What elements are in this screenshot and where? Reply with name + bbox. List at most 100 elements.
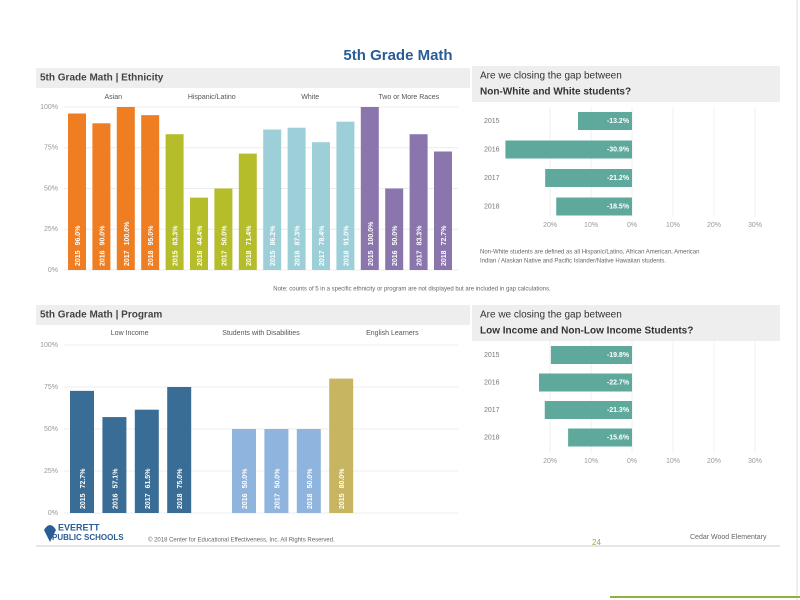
note: Indian / Alaskan Native and Pacific Isla… <box>480 259 666 265</box>
bar-label: 2018 50.0% <box>307 468 314 509</box>
bar-year: 2015 <box>172 250 179 266</box>
bar-label: 2015 72.7% <box>80 468 87 509</box>
bar-label: -22.7% <box>607 379 630 386</box>
bar-label: 2015 83.3% <box>172 225 179 266</box>
bar-label: -21.2% <box>607 175 630 182</box>
bar-year: 2018 <box>148 250 155 266</box>
bar-value: 50.0% <box>221 225 228 246</box>
bar <box>264 429 289 513</box>
bar-year: 2015 <box>75 250 82 266</box>
bar <box>296 429 321 513</box>
bar <box>167 387 192 513</box>
bar-year: 2016 <box>294 250 301 266</box>
bar-value: 83.3% <box>172 225 179 246</box>
bar-value: 78.4% <box>319 225 326 246</box>
x-tick-label: 20% <box>543 458 557 465</box>
bar-label: 2015 96.0% <box>75 225 82 266</box>
bar <box>409 134 428 270</box>
y-tick-label: 75% <box>44 384 58 391</box>
bar-label: 2018 91.0% <box>343 225 350 266</box>
y-tick-label: 50% <box>44 185 58 192</box>
bar-value: 90.0% <box>99 225 106 246</box>
note: Note: counts of 5 in a specific ethnicit… <box>273 287 551 293</box>
bar-value: 95.0% <box>148 225 155 246</box>
bar-label: -19.8% <box>607 352 630 359</box>
bar-value: 71.4% <box>246 225 253 246</box>
bar-label: 2016 44.4% <box>197 225 204 266</box>
bar-year: 2016 <box>197 250 204 266</box>
bar-year: 2017 <box>319 250 326 266</box>
bar-year: 2017 <box>274 493 281 509</box>
bar-year: 2018 <box>246 250 253 266</box>
bar <box>232 429 256 513</box>
bar <box>329 378 354 513</box>
legend-label: English Learners <box>366 330 419 337</box>
bar-label: 2018 71.4% <box>246 225 253 266</box>
bar-year: 2015 <box>80 493 87 509</box>
bar-value: 100.0% <box>368 221 375 246</box>
bar-value: 44.4% <box>197 225 204 246</box>
y-tick-label: 25% <box>44 468 58 475</box>
y-tick-label: 75% <box>44 145 58 152</box>
bar <box>92 123 111 270</box>
bar-label: 2016 50.0% <box>392 225 399 266</box>
y-tick-label: 2018 <box>484 203 500 210</box>
logo-text: EVERETT <box>58 522 100 532</box>
bar-value: 83.3% <box>416 225 423 246</box>
bar <box>134 409 159 513</box>
bar-value: 50.0% <box>392 225 399 246</box>
bar <box>70 390 94 513</box>
bar <box>505 140 633 159</box>
y-tick-label: 2017 <box>484 407 500 414</box>
y-tick-label: 2016 <box>484 379 500 386</box>
x-tick-label: 0% <box>627 222 637 229</box>
bar-label: -30.9% <box>607 146 630 153</box>
bar-year: 2015 <box>368 250 375 266</box>
panel-title: 5th Grade Math | Ethnicity <box>40 73 164 84</box>
bar-label: 2017 78.4% <box>319 225 326 266</box>
bar <box>385 188 404 270</box>
legend-label: Asian <box>104 94 122 101</box>
y-tick-label: 2018 <box>484 434 500 441</box>
bar-label: 2018 75.0% <box>177 468 184 509</box>
bar <box>539 373 633 392</box>
bar <box>102 417 127 513</box>
bar-year: 2018 <box>177 493 184 509</box>
x-tick-label: 30% <box>748 458 762 465</box>
bar-year: 2018 <box>343 250 350 266</box>
panel-title: 5th Grade Math | Program <box>40 310 162 321</box>
bar-value: 96.0% <box>75 225 82 246</box>
bar-label: 2017 100.0% <box>124 221 131 266</box>
y-tick-label: 100% <box>40 104 58 111</box>
bar-year: 2018 <box>307 493 314 509</box>
bar-year: 2017 <box>145 493 152 509</box>
bar-value: 50.0% <box>307 468 314 489</box>
y-tick-label: 100% <box>40 342 58 349</box>
bar-value: 57.1% <box>112 468 119 489</box>
x-tick-label: 20% <box>707 222 721 229</box>
bar-label: 2015 86.2% <box>270 225 277 266</box>
bar <box>568 428 633 447</box>
panel-title: Are we closing the gap between <box>480 310 622 321</box>
bar <box>165 134 184 270</box>
x-tick-label: 20% <box>543 222 557 229</box>
bar <box>141 115 160 271</box>
bar-label: 2018 95.0% <box>148 225 155 266</box>
y-tick-label: 50% <box>44 426 58 433</box>
y-tick-label: 2016 <box>484 146 500 153</box>
panel-title: Are we closing the gap between <box>480 71 622 82</box>
bar-value: 61.5% <box>145 468 152 489</box>
bar-label: 2015 80.0% <box>339 468 346 509</box>
x-tick-label: 0% <box>627 458 637 465</box>
y-tick-label: 2017 <box>484 175 500 182</box>
bar-label: 2016 50.0% <box>242 468 249 509</box>
bar-value: 100.0% <box>124 221 131 246</box>
bar-label: 2017 50.0% <box>221 225 228 266</box>
bar-value: 50.0% <box>242 468 249 489</box>
panel-title: Low Income and Non-Low Income Students? <box>480 326 693 337</box>
logo-icon <box>44 525 56 542</box>
bar-label: 2018 72.7% <box>441 225 448 266</box>
copyright: © 2018 Center for Educational Effectiven… <box>148 537 335 544</box>
bar-value: 86.2% <box>270 225 277 246</box>
x-tick-label: 10% <box>584 458 598 465</box>
